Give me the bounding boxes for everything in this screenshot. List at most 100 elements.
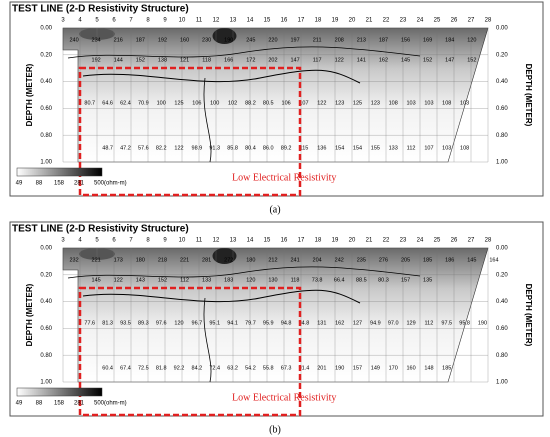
- cell-value: 95.9: [263, 320, 274, 326]
- cell-value: 103: [424, 100, 433, 106]
- cell-value: 115: [300, 145, 309, 151]
- depth-tick-label: 0.00: [496, 246, 508, 252]
- cell-value: 190: [335, 365, 344, 371]
- cell-value: 94.9: [370, 320, 381, 326]
- cell-value: 197: [290, 37, 299, 43]
- cell-value: 180: [136, 257, 145, 263]
- cell-value: 183: [224, 277, 233, 283]
- cell-value: 169: [423, 37, 432, 43]
- cell-value: 81.8: [156, 365, 167, 371]
- cell-value: 152: [467, 57, 476, 63]
- cell-value: 85.8: [227, 145, 238, 151]
- cell-value: 108: [460, 145, 469, 151]
- electrode-label: 21: [366, 238, 373, 244]
- electrode-label: 16: [281, 238, 288, 244]
- annotation: Low Electrical Resistivity: [232, 392, 336, 403]
- electrode-label: 7: [129, 238, 133, 244]
- cell-value: 152: [423, 57, 432, 63]
- electrode-label: 10: [179, 238, 186, 244]
- scale-label: 158: [54, 181, 65, 187]
- panel-title: TEST LINE (2-D Resistivity Structure): [12, 224, 189, 235]
- cell-value: 136: [317, 145, 326, 151]
- depth-tick-label: 0.00: [40, 246, 52, 252]
- scale-label: 281: [74, 401, 85, 407]
- electrode-label: 26: [451, 18, 458, 24]
- cell-value: 60.4: [102, 365, 113, 371]
- cell-value: 89.3: [138, 320, 149, 326]
- cell-value: 235: [357, 257, 366, 263]
- cell-value: 79.7: [245, 320, 256, 326]
- cell-value: 149: [371, 365, 380, 371]
- cell-value: 84.2: [192, 365, 203, 371]
- electrode-label: 18: [315, 238, 322, 244]
- cell-value: 103: [460, 100, 469, 106]
- cell-value: 122: [114, 277, 123, 283]
- cell-value: 94.8: [281, 320, 292, 326]
- electrode-label: 3: [61, 18, 65, 24]
- cell-value: 63.2: [227, 365, 238, 371]
- depth-tick-label: 0.40: [40, 299, 52, 305]
- cell-value: 135: [423, 277, 432, 283]
- electrode-label: 12: [213, 18, 220, 24]
- cell-value: 122: [174, 145, 183, 151]
- cell-value: 242: [335, 257, 344, 263]
- electrode-label: 13: [230, 238, 237, 244]
- cell-value: 47.2: [120, 145, 131, 151]
- electrode-label: 12: [213, 238, 220, 244]
- cell-value: 201: [317, 365, 326, 371]
- depth-label: DEPTH (METER): [25, 63, 34, 126]
- cell-value: 173: [114, 257, 123, 263]
- depth-tick-label: 1.00: [40, 160, 52, 166]
- depth-tick-label: 0.20: [40, 52, 52, 58]
- depth-tick-label: 0.20: [496, 272, 508, 278]
- cell-value: 145: [92, 277, 101, 283]
- cell-value: 145: [467, 257, 476, 263]
- cell-value: 66.4: [334, 277, 345, 283]
- cell-value: 91.4: [299, 365, 310, 371]
- cell-value: 67.3: [281, 365, 292, 371]
- cell-value: 164: [489, 257, 498, 263]
- depth-tick-label: 0.60: [496, 326, 508, 332]
- cell-value: 62.4: [120, 100, 131, 106]
- cell-value: 186: [445, 257, 454, 263]
- cell-value: 180: [246, 257, 255, 263]
- cell-value: 80.5: [263, 100, 274, 106]
- electrode-label: 28: [485, 238, 492, 244]
- cell-value: 77.6: [84, 320, 95, 326]
- scale-unit: (ohm-m): [104, 401, 127, 407]
- scale-label: 281: [74, 181, 85, 187]
- cell-value: 72.4: [209, 365, 220, 371]
- cell-value: 112: [180, 277, 189, 283]
- cell-value: 234: [92, 37, 101, 43]
- cell-value: 240: [69, 37, 78, 43]
- annotation: Low Electrical Resistivity: [232, 172, 336, 183]
- cell-value: 117: [313, 57, 322, 63]
- cell-value: 107: [424, 145, 433, 151]
- cell-value: 72.5: [138, 365, 149, 371]
- scale-label: 500: [94, 181, 105, 187]
- cell-value: 216: [114, 37, 123, 43]
- cell-value: 166: [224, 57, 233, 63]
- cell-value: 205: [401, 257, 410, 263]
- scale-label: 49: [16, 401, 23, 407]
- cell-value: 211: [313, 37, 322, 43]
- electrode-label: 25: [434, 238, 441, 244]
- cell-value: 102: [228, 100, 237, 106]
- cell-value: 130: [268, 277, 277, 283]
- electrode-label: 27: [468, 238, 475, 244]
- cell-value: 120: [246, 277, 255, 283]
- cell-value: 221: [180, 257, 189, 263]
- cell-value: 108: [389, 100, 398, 106]
- cell-value: 98.9: [192, 145, 203, 151]
- electrode-label: 20: [349, 238, 356, 244]
- cell-value: 127: [353, 320, 362, 326]
- electrode-label: 25: [434, 18, 441, 24]
- cell-value: 54.2: [245, 365, 256, 371]
- cell-value: 144: [114, 57, 123, 63]
- electrode-label: 23: [400, 18, 407, 24]
- cell-value: 91.3: [209, 145, 220, 151]
- depth-tick-label: 0.40: [496, 299, 508, 305]
- cell-value: 141: [357, 57, 366, 63]
- scale-label: 158: [54, 401, 65, 407]
- contour: [82, 289, 361, 304]
